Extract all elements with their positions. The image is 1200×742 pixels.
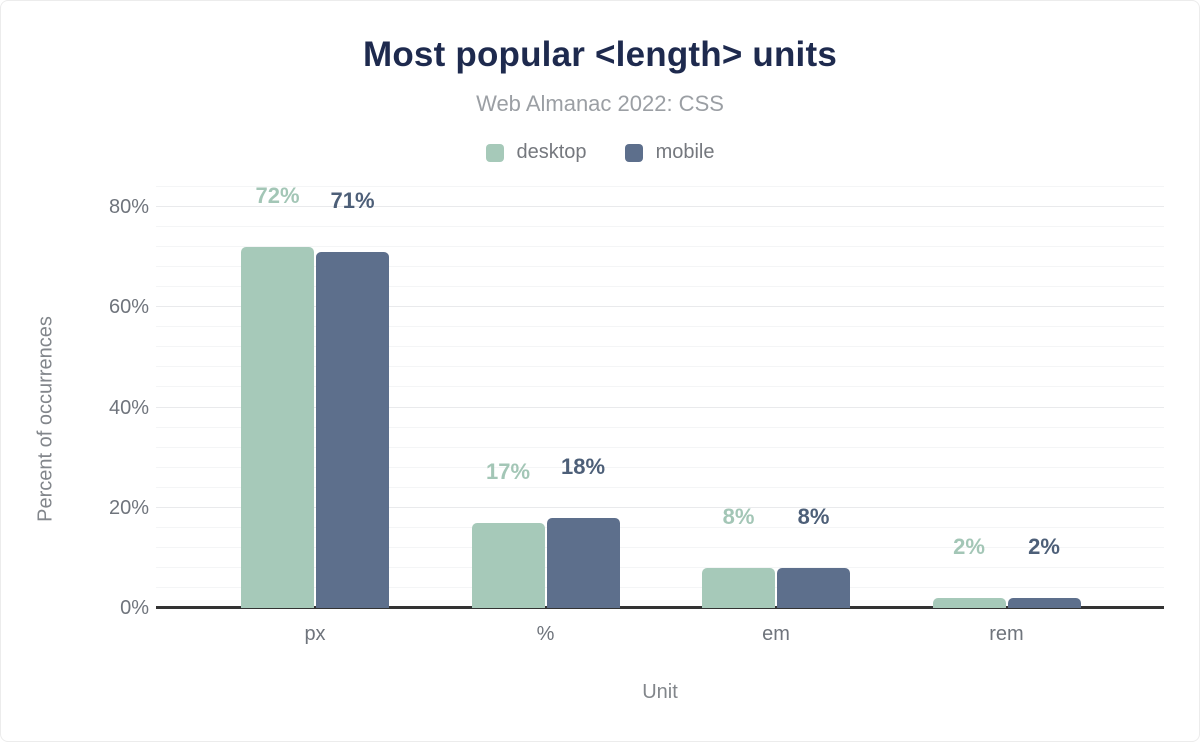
gridline [156, 366, 1164, 368]
x-tick-label-%: % [536, 623, 555, 645]
gridline [156, 566, 1164, 568]
gridline [156, 506, 1164, 508]
bar-value-label: 8% [797, 504, 830, 529]
gridline [156, 226, 1164, 228]
gridline [156, 446, 1164, 448]
bar-mobile-rem[interactable] [1007, 598, 1081, 608]
x-axis-baseline [156, 606, 1164, 609]
y-tick-label-60: 60% [108, 296, 149, 319]
gridline [156, 426, 1164, 428]
bar-value-label: 2% [1028, 534, 1060, 559]
mobile-swatch-icon [624, 143, 643, 162]
gridline [156, 486, 1164, 488]
bar-desktop-rem[interactable] [932, 598, 1006, 608]
x-tick-label-em: em [762, 623, 790, 645]
bar-mobile-em[interactable] [777, 568, 850, 608]
y-tick-label-80: 80% [108, 196, 149, 218]
chart-title: Most popular <length> units [362, 35, 838, 74]
x-axis-title: Unit [642, 681, 678, 703]
chart-subtitle: Web Almanac 2022: CSS [476, 91, 724, 116]
bar-value-label: 2% [953, 534, 985, 559]
gridline [156, 346, 1164, 348]
legend: desktop mobile [1, 141, 1199, 164]
bar-value-label: 72% [255, 183, 300, 208]
bar-mobile-px[interactable] [316, 252, 389, 608]
y-tick-label-0: 0% [120, 597, 149, 619]
gridline [156, 286, 1164, 288]
legend-item-mobile[interactable]: mobile [624, 141, 715, 164]
gridline [156, 306, 1164, 308]
gridline [156, 466, 1164, 468]
legend-item-desktop[interactable]: desktop [485, 141, 587, 164]
bar-value-label: 71% [330, 188, 375, 213]
gridline [156, 586, 1164, 588]
bar-value-label: 18% [560, 454, 606, 479]
y-tick-label-40: 40% [108, 396, 149, 419]
bar-value-label: 17% [485, 459, 531, 484]
gridline [156, 526, 1164, 528]
bar-desktop-%[interactable] [471, 523, 545, 608]
bar-desktop-px[interactable] [241, 247, 314, 608]
gridline [156, 185, 1164, 187]
x-tick-label-px: px [304, 623, 326, 645]
gridline [156, 546, 1164, 548]
bar-value-label: 8% [722, 504, 755, 529]
gridline [156, 326, 1164, 328]
gridline [156, 406, 1164, 408]
legend-label: mobile [655, 141, 715, 163]
plot-area: 72% 71% 17% 18% 8% 8% 2% 2% [156, 183, 1164, 609]
gridline [156, 246, 1164, 248]
x-tick-label-rem: rem [989, 623, 1024, 645]
legend-label: desktop [516, 141, 587, 163]
desktop-swatch-icon [485, 143, 504, 162]
gridline [156, 206, 1164, 207]
gridline [156, 386, 1164, 388]
y-tick-label-20: 20% [108, 496, 149, 519]
gridline [156, 266, 1164, 268]
bar-mobile-%[interactable] [546, 518, 620, 608]
bar-desktop-em[interactable] [702, 568, 775, 608]
